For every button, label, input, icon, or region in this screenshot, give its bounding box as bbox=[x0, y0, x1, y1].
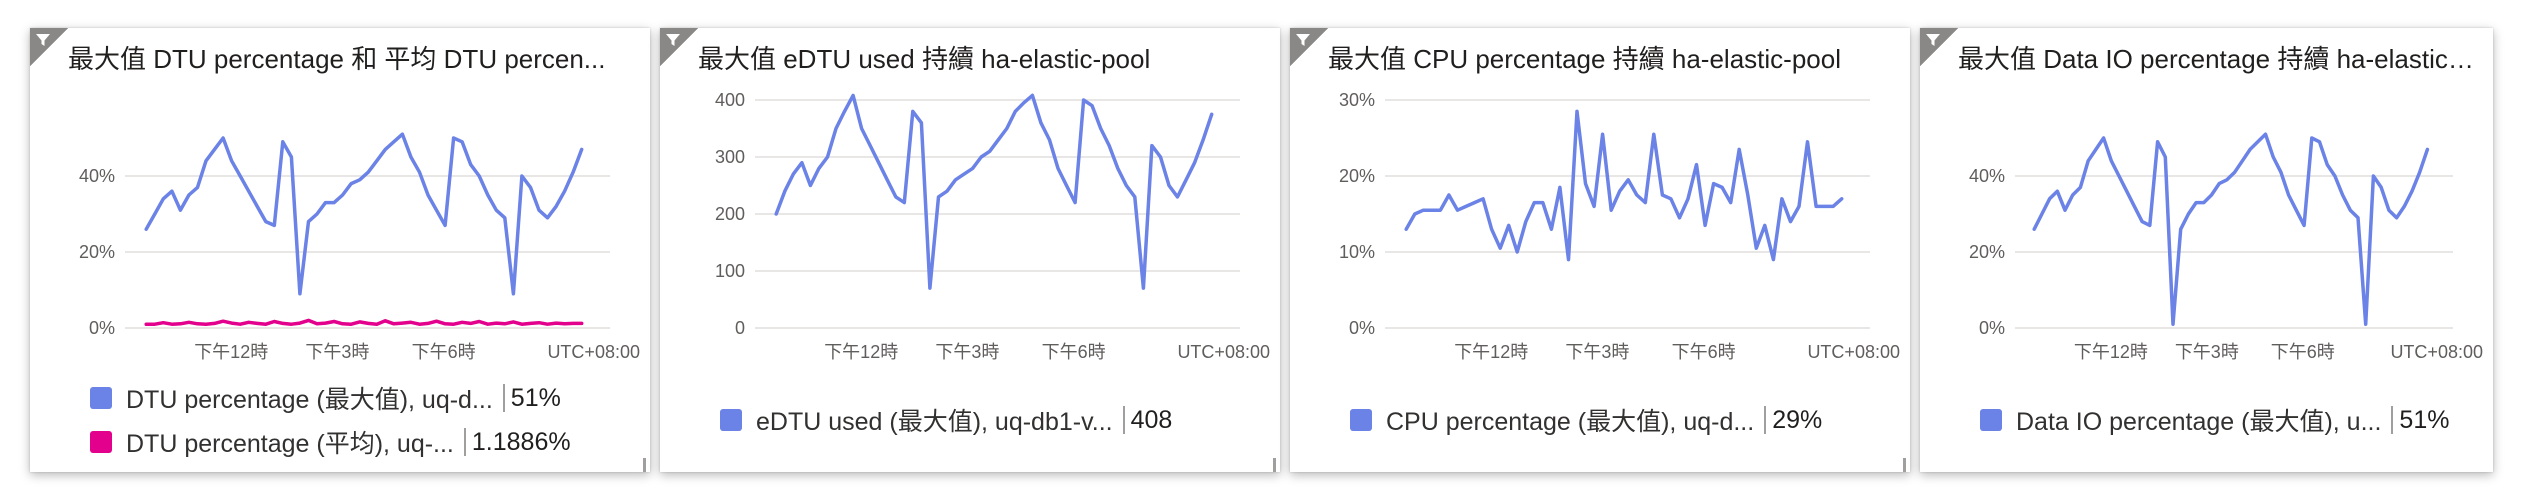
legend-value: 408 bbox=[1130, 405, 1173, 434]
x-tick-label: 下午3時 bbox=[1565, 342, 1629, 362]
legend-value: 51% bbox=[510, 383, 561, 412]
legend-item-edtu[interactable]: eDTU used (最大值), uq-db1-v... 408 bbox=[720, 402, 1260, 438]
legend-swatch bbox=[1350, 409, 1372, 431]
legend-separator bbox=[1122, 406, 1125, 434]
timezone-label: UTC+08:00 bbox=[1177, 342, 1270, 362]
y-tick-label: 400 bbox=[715, 90, 745, 110]
timezone-label: UTC+08:00 bbox=[1807, 342, 1900, 362]
legend-item-dataio[interactable]: Data IO percentage (最大值), u... 51% bbox=[1980, 402, 2480, 438]
metric-tile-edtu[interactable]: 最大值 eDTU used 持續 ha-elastic-pool 0 100 200… bbox=[660, 28, 1280, 472]
x-tick-label: 下午3時 bbox=[2175, 342, 2239, 362]
legend-separator bbox=[1764, 406, 1767, 434]
legend-label: eDTU used (最大值), uq-db1-v... bbox=[756, 408, 1113, 436]
y-tick-label: 300 bbox=[715, 147, 745, 167]
legend-item-cpu[interactable]: CPU percentage (最大值), uq-d... 29% bbox=[1350, 402, 1890, 438]
y-tick-label: 20% bbox=[79, 242, 115, 262]
series-line-0[interactable] bbox=[1404, 109, 1844, 262]
x-tick-label: 下午12時 bbox=[2074, 342, 2148, 362]
series-line-0[interactable] bbox=[774, 93, 1214, 290]
timezone-label: UTC+08:00 bbox=[547, 342, 640, 362]
metric-tile-dtu[interactable]: 最大值 DTU percentage 和 平均 DTU percen... 0%… bbox=[30, 28, 650, 472]
y-tick-label: 20% bbox=[1969, 242, 2005, 262]
legend-swatch bbox=[1980, 409, 2002, 431]
legend-value: 29% bbox=[1772, 405, 1823, 434]
y-tick-label: 30% bbox=[1339, 90, 1375, 110]
x-tick-label: 下午6時 bbox=[2271, 342, 2335, 362]
timezone-label: UTC+08:00 bbox=[2390, 342, 2483, 362]
filter-icon bbox=[30, 28, 68, 66]
y-tick-label: 100 bbox=[715, 261, 745, 281]
x-tick-label: 下午6時 bbox=[1042, 342, 1106, 362]
y-tick-label: 40% bbox=[79, 166, 115, 186]
legend-separator bbox=[2391, 406, 2394, 434]
legend-label: DTU percentage (平均), uq-... bbox=[126, 430, 454, 458]
chart-dataio[interactable]: 0% 20% 40% 下午12時 下午3時 下午6時 UTC+08:00 bbox=[1920, 88, 2493, 378]
y-tick-label: 10% bbox=[1339, 242, 1375, 262]
legend-label: Data IO percentage (最大值), u... bbox=[2016, 408, 2382, 436]
series-line-0[interactable] bbox=[2032, 132, 2430, 326]
resize-handle[interactable] bbox=[1273, 458, 1276, 472]
tile-title[interactable]: 最大值 DTU percentage 和 平均 DTU percen... bbox=[68, 44, 606, 74]
legend-swatch bbox=[90, 387, 112, 409]
y-tick-label: 0% bbox=[1349, 318, 1375, 338]
metric-tile-dataio[interactable]: 最大值 Data IO percentage 持續 ha-elastic-...… bbox=[1920, 28, 2493, 472]
y-tick-label: 0% bbox=[1979, 318, 2005, 338]
y-tick-label: 0 bbox=[735, 318, 745, 338]
legend-item-dtu-max[interactable]: DTU percentage (最大值), uq-d... 51% bbox=[90, 380, 630, 416]
legend-separator bbox=[463, 428, 466, 456]
tile-title[interactable]: 最大值 CPU percentage 持續 ha-elastic-pool bbox=[1328, 44, 1841, 74]
tile-title[interactable]: 最大值 Data IO percentage 持續 ha-elastic-... bbox=[1958, 44, 2475, 74]
y-tick-label: 200 bbox=[715, 204, 745, 224]
x-tick-label: 下午12時 bbox=[1454, 342, 1528, 362]
chart-cpu[interactable]: 0% 10% 20% 30% 下午12時 下午3時 下午6時 UTC+08:00 bbox=[1290, 88, 1910, 378]
legend-value: 1.1886% bbox=[471, 427, 571, 456]
resize-handle[interactable] bbox=[1903, 458, 1906, 472]
y-tick-label: 20% bbox=[1339, 166, 1375, 186]
legend-separator bbox=[502, 384, 505, 412]
resize-handle[interactable] bbox=[643, 458, 646, 472]
y-tick-label: 0% bbox=[89, 318, 115, 338]
legend-label: DTU percentage (最大值), uq-d... bbox=[126, 386, 493, 414]
filter-icon bbox=[660, 28, 698, 66]
x-tick-label: 下午3時 bbox=[935, 342, 999, 362]
x-tick-label: 下午12時 bbox=[194, 342, 268, 362]
tile-title[interactable]: 最大值 eDTU used 持續 ha-elastic-pool bbox=[698, 44, 1151, 74]
x-tick-label: 下午6時 bbox=[1672, 342, 1736, 362]
legend-value: 51% bbox=[2399, 405, 2450, 434]
filter-icon bbox=[1290, 28, 1328, 66]
x-tick-label: 下午12時 bbox=[824, 342, 898, 362]
series-line-0[interactable] bbox=[144, 132, 584, 296]
legend-item-dtu-avg[interactable]: DTU percentage (平均), uq-... 1.1886% bbox=[90, 424, 630, 460]
chart-edtu[interactable]: 0 100 200 300 400 下午12時 下午3時 下午6時 UTC+08:00 bbox=[660, 88, 1280, 378]
legend-label: CPU percentage (最大值), uq-d... bbox=[1386, 408, 1755, 436]
metric-tile-cpu[interactable]: 最大值 CPU percentage 持續 ha-elastic-pool 0%… bbox=[1290, 28, 1910, 472]
y-tick-label: 40% bbox=[1969, 166, 2005, 186]
x-tick-label: 下午3時 bbox=[305, 342, 369, 362]
filter-icon bbox=[1920, 28, 1958, 66]
chart-dtu[interactable]: 0% 20% 40% 下午12時 下午3時 下午6時 UTC+08:00 bbox=[30, 88, 650, 378]
x-tick-label: 下午6時 bbox=[412, 342, 476, 362]
series-line-1[interactable] bbox=[144, 318, 584, 326]
legend-swatch bbox=[720, 409, 742, 431]
legend-swatch bbox=[90, 431, 112, 453]
